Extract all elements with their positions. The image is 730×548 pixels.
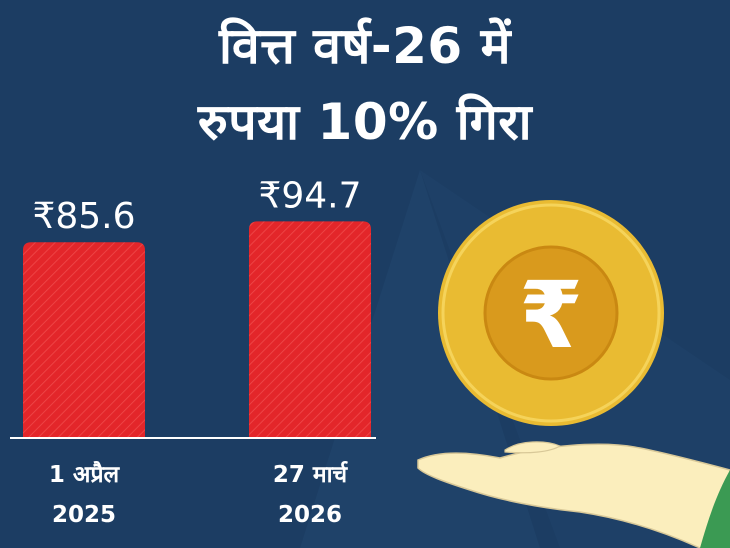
x-tick-label: 2026 xyxy=(277,502,342,528)
background-facet xyxy=(300,170,540,548)
coin-inner xyxy=(485,247,617,379)
hand-palm xyxy=(417,443,730,548)
x-tick-label: 2025 xyxy=(51,502,116,528)
x-tick-label: 27 मार्च xyxy=(272,462,348,488)
coin-rupee-symbol: ₹ xyxy=(519,262,583,369)
open-hand-icon xyxy=(417,441,730,548)
rupee-coin-icon: ₹ xyxy=(438,200,664,426)
bar-value-label: ₹85.6 xyxy=(32,196,135,237)
title-line-2: रुपया 10% गिरा xyxy=(197,93,533,151)
hand-finger xyxy=(504,441,562,454)
coin-inner-edge xyxy=(483,245,619,381)
bar xyxy=(249,221,371,438)
bar xyxy=(23,242,145,438)
coin-rim xyxy=(441,203,661,423)
x-tick-label: 1 अप्रैल xyxy=(48,462,120,488)
bar-value-label: ₹94.7 xyxy=(258,175,361,216)
title-line-1: वित्त वर्ष-26 में xyxy=(218,17,512,75)
sleeve xyxy=(700,470,730,548)
